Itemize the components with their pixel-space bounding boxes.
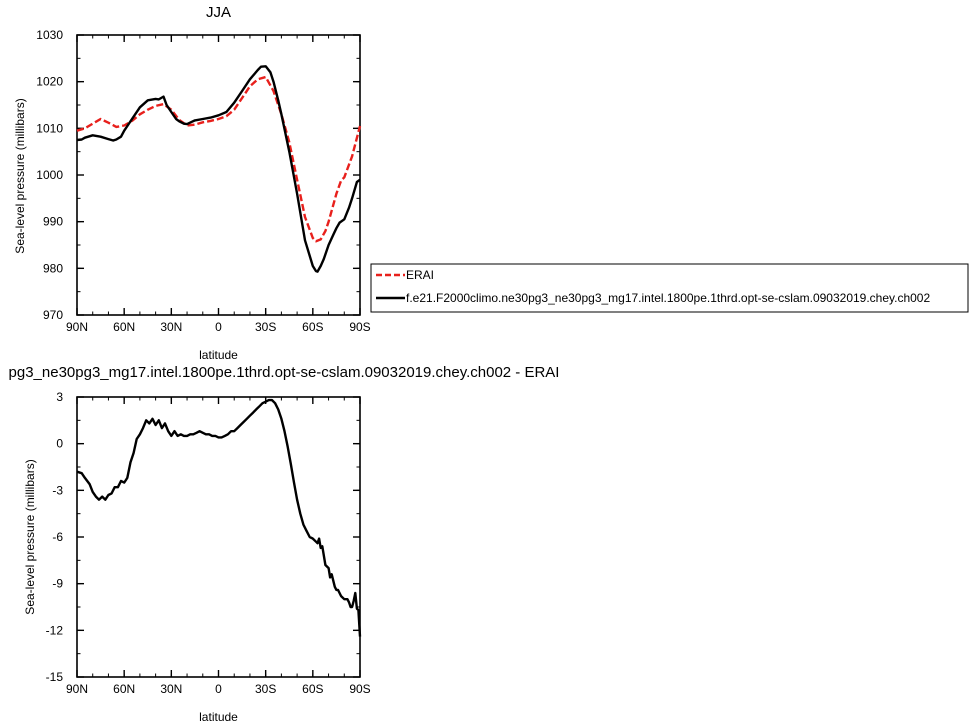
- legend-box: [370, 263, 969, 313]
- top-ytick-label: 1000: [36, 168, 63, 182]
- top-xtick-label: 60N: [113, 320, 135, 334]
- top-xtick-label: 60S: [302, 320, 323, 334]
- top-chart-series: [76, 65, 362, 273]
- bottom-xtick-label: 60S: [302, 682, 323, 696]
- top-chart-title: JJA: [206, 4, 231, 21]
- bottom-chart-xlabel: latitude: [199, 710, 238, 724]
- top-xtick-label: 30N: [160, 320, 182, 334]
- top-series-line-0: [76, 75, 362, 243]
- top-chart: JJA latitude Sea-level pressure (milliba…: [13, 4, 371, 362]
- bottom-ytick-label: -6: [52, 530, 63, 544]
- top-series-line-1: [76, 65, 361, 273]
- bottom-chart-ticks: 90N 60N 30N 0 30S 60S 90S -15 -12 -9 -6 -3 0 3: [46, 390, 371, 696]
- legend-label-erai: ERAI: [406, 268, 434, 282]
- bottom-ytick-label: -12: [46, 623, 64, 637]
- top-ytick-label: 990: [43, 215, 63, 229]
- bottom-chart-series: [76, 398, 362, 637]
- top-chart-xlabel: latitude: [199, 348, 238, 362]
- bottom-xtick-label: 60N: [113, 682, 135, 696]
- bottom-xtick-label: 90N: [66, 682, 88, 696]
- bottom-chart: pg3_ne30pg3_mg17.intel.1800pe.1thrd.opt-…: [9, 364, 560, 724]
- bottom-chart-title: pg3_ne30pg3_mg17.intel.1800pe.1thrd.opt-…: [9, 364, 560, 381]
- bottom-ytick-label: -15: [46, 670, 64, 684]
- bottom-xtick-label: 90S: [349, 682, 370, 696]
- top-xtick-label: 0: [215, 320, 222, 334]
- top-chart-frame: [76, 34, 361, 316]
- top-ytick-label: 1010: [36, 121, 63, 135]
- top-ytick-label: 980: [43, 261, 63, 275]
- bottom-xtick-label: 30N: [160, 682, 182, 696]
- bottom-xtick-label: 30S: [255, 682, 276, 696]
- bottom-ytick-label: 3: [56, 390, 63, 404]
- top-chart-ticks: 90N 60N 30N 0 30S 60S 90S 970 980 990 1000 1010 1020…: [36, 28, 370, 334]
- top-xtick-label: 30S: [255, 320, 276, 334]
- top-ytick-label: 1030: [36, 28, 63, 42]
- legend-label-model: f.e21.F2000climo.ne30pg3_ne30pg3_mg17.in…: [406, 291, 930, 305]
- bottom-series-line-0: [76, 398, 362, 637]
- top-xtick-label: 90S: [349, 320, 370, 334]
- bottom-xtick-label: 0: [215, 682, 222, 696]
- top-ytick-label: 1020: [36, 75, 63, 89]
- bottom-ytick-label: -3: [52, 483, 63, 497]
- top-xtick-label: 90N: [66, 320, 88, 334]
- legend: ERAI f.e21.F2000climo.ne30pg3_ne30pg3_mg…: [370, 263, 969, 313]
- bottom-ytick-label: -9: [52, 577, 63, 591]
- top-ytick-label: 970: [43, 308, 63, 322]
- bottom-chart-frame: [76, 396, 361, 678]
- top-chart-ylabel: Sea-level pressure (millibars): [13, 98, 27, 253]
- bottom-chart-ylabel: Sea-level pressure (millibars): [23, 459, 37, 614]
- bottom-ytick-label: 0: [56, 437, 63, 451]
